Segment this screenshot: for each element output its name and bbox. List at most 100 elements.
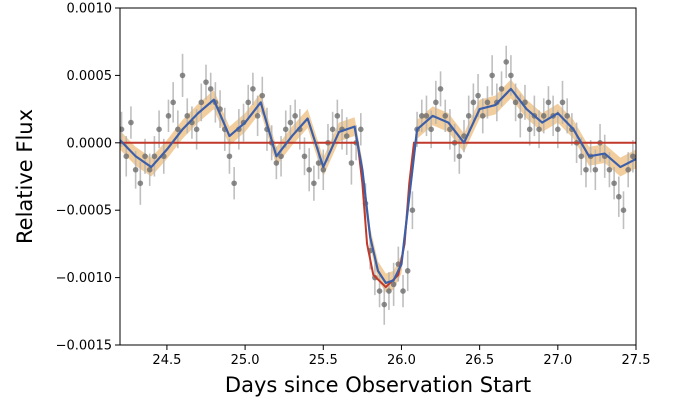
- data-point: [203, 79, 209, 85]
- data-point: [320, 166, 327, 173]
- data-point: [254, 113, 261, 119]
- data-point: [334, 113, 341, 119]
- data-point: [137, 180, 144, 187]
- data-point: [273, 160, 280, 166]
- data-point: [545, 99, 552, 106]
- data-point: [498, 86, 505, 92]
- data-point: [564, 113, 570, 119]
- data-point: [526, 126, 533, 133]
- x-axis-label: Days since Observation Start: [225, 373, 531, 397]
- data-point: [287, 119, 294, 126]
- data-point: [231, 180, 237, 187]
- data-point: [611, 180, 617, 187]
- data-point: [120, 126, 125, 133]
- data-point: [418, 113, 425, 119]
- data-point: [536, 126, 542, 133]
- data-point: [282, 126, 289, 133]
- data-point: [423, 113, 430, 119]
- x-tick-label: 27.0: [543, 353, 572, 368]
- data-point: [128, 119, 134, 126]
- data-point: [156, 126, 162, 133]
- data-point: [292, 113, 298, 119]
- data-point: [381, 301, 388, 308]
- y-tick-label: −0.0015: [56, 339, 112, 354]
- data-point: [616, 193, 622, 200]
- x-tick-label: 27.5: [622, 353, 651, 368]
- data-point: [311, 180, 317, 187]
- data-point: [540, 113, 547, 119]
- data-point: [207, 86, 214, 92]
- data-point: [132, 166, 139, 173]
- data-point: [170, 99, 176, 106]
- data-point: [578, 153, 585, 160]
- x-tick-label: 26.0: [387, 353, 416, 368]
- data-point: [404, 268, 411, 274]
- data-point: [306, 166, 313, 173]
- gp-mean-line: [120, 87, 636, 285]
- data-point: [465, 113, 472, 119]
- data-point: [517, 113, 524, 119]
- data-point: [489, 72, 495, 79]
- data-point: [329, 126, 336, 133]
- data-point: [259, 92, 266, 99]
- x-tick-label: 26.5: [465, 353, 494, 368]
- x-tick-label: 25.0: [231, 353, 260, 368]
- data-point: [386, 288, 392, 294]
- data-point: [409, 207, 416, 213]
- data-point: [198, 99, 205, 106]
- data-point: [428, 126, 434, 133]
- data-point: [484, 99, 491, 106]
- y-tick-label: 0.0000: [67, 136, 113, 151]
- data-point: [151, 153, 158, 160]
- data-point: [508, 72, 514, 79]
- data-point: [625, 166, 631, 173]
- data-point: [245, 99, 252, 106]
- data-point: [390, 281, 397, 288]
- data-point: [278, 153, 284, 160]
- data-point: [470, 99, 477, 106]
- data-point: [179, 72, 186, 79]
- data-point: [142, 153, 148, 160]
- data-point: [315, 160, 322, 166]
- data-point: [400, 288, 406, 294]
- plot-area: [120, 45, 636, 325]
- data-point: [376, 288, 383, 294]
- data-point: [343, 133, 350, 139]
- axis-ticks: 24.5 25.0 25.5 26.0 26.5 27.0 27.5 0.0010 0.0005…: [56, 2, 651, 369]
- data-point: [123, 153, 130, 160]
- data-point: [175, 126, 181, 133]
- transit-model-line: [120, 141, 636, 289]
- data-point: [165, 113, 172, 119]
- data-point: [559, 99, 566, 106]
- data-point: [442, 113, 449, 119]
- data-point: [512, 99, 519, 106]
- data-point: [146, 166, 153, 173]
- data-point: [475, 92, 481, 99]
- y-tick-label: −0.0010: [56, 271, 112, 286]
- data-point: [630, 153, 636, 160]
- y-tick-label: −0.0005: [56, 204, 112, 219]
- data-point: [437, 86, 444, 92]
- data-point: [348, 160, 355, 166]
- data-point: [620, 207, 627, 213]
- data-point: [184, 113, 191, 119]
- data-point: [433, 99, 439, 106]
- data-point: [555, 126, 561, 133]
- x-tick-label: 25.5: [309, 353, 338, 368]
- data-point: [358, 126, 364, 133]
- data-point: [250, 86, 256, 92]
- plot-frame: [119, 7, 637, 346]
- data-point: [583, 166, 589, 173]
- data-point: [592, 166, 599, 173]
- data-point: [456, 153, 463, 160]
- y-tick-label: 0.0010: [67, 2, 113, 17]
- x-tick-label: 24.5: [152, 353, 181, 368]
- data-point: [193, 126, 200, 133]
- data-point: [479, 113, 486, 119]
- data-point: [606, 166, 613, 173]
- y-axis-label: Relative Flux: [13, 109, 37, 244]
- data-point: [503, 59, 510, 65]
- data-point: [301, 153, 308, 160]
- data-point: [226, 153, 233, 160]
